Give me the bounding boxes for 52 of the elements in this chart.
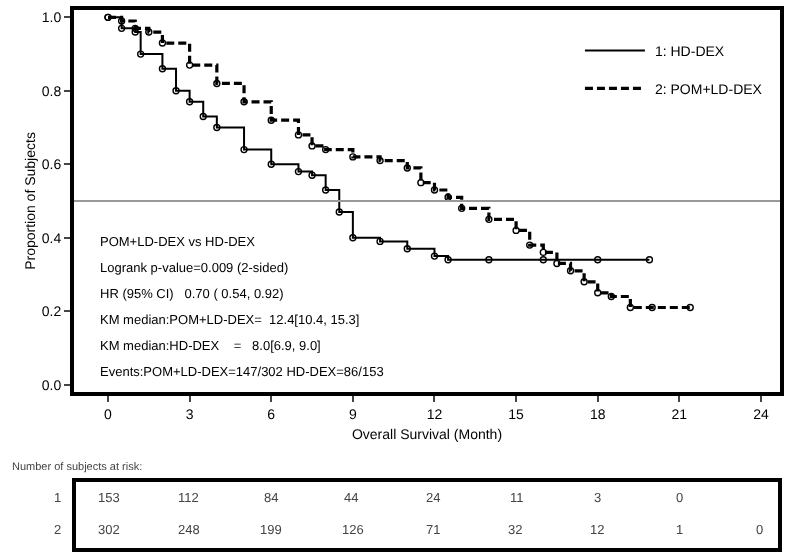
point — [308, 142, 316, 150]
point — [594, 289, 602, 297]
point — [539, 248, 547, 257]
point — [145, 28, 153, 36]
point — [335, 208, 343, 216]
point — [136, 50, 145, 58]
point — [457, 204, 466, 213]
point — [512, 226, 520, 235]
point — [566, 267, 575, 275]
point — [213, 79, 221, 88]
point — [158, 39, 167, 47]
point — [294, 167, 303, 176]
point — [594, 256, 602, 264]
point — [349, 234, 357, 242]
point — [321, 186, 330, 194]
point — [648, 303, 656, 312]
point — [403, 164, 411, 172]
point — [444, 256, 452, 264]
point — [117, 24, 126, 33]
point — [185, 61, 194, 69]
point — [430, 186, 439, 194]
point — [349, 153, 357, 161]
point — [131, 28, 139, 36]
point — [172, 87, 180, 95]
point — [376, 156, 384, 165]
point — [267, 116, 275, 124]
point — [158, 65, 167, 73]
point — [376, 237, 384, 246]
point — [403, 245, 411, 253]
point — [185, 98, 194, 106]
point — [430, 252, 439, 260]
point — [686, 303, 694, 312]
point — [607, 292, 616, 301]
point — [199, 112, 207, 121]
point — [553, 259, 561, 268]
point — [485, 256, 493, 264]
point — [131, 24, 139, 33]
point — [240, 145, 248, 154]
point — [240, 98, 248, 106]
point — [213, 123, 221, 132]
point — [645, 256, 654, 264]
point — [526, 241, 534, 249]
point — [117, 17, 126, 25]
point — [626, 303, 635, 312]
point — [485, 215, 493, 224]
point — [308, 171, 316, 179]
point — [539, 256, 547, 264]
point — [417, 178, 425, 187]
point — [580, 278, 588, 286]
point — [321, 145, 330, 154]
point — [267, 160, 275, 168]
point — [294, 131, 303, 139]
